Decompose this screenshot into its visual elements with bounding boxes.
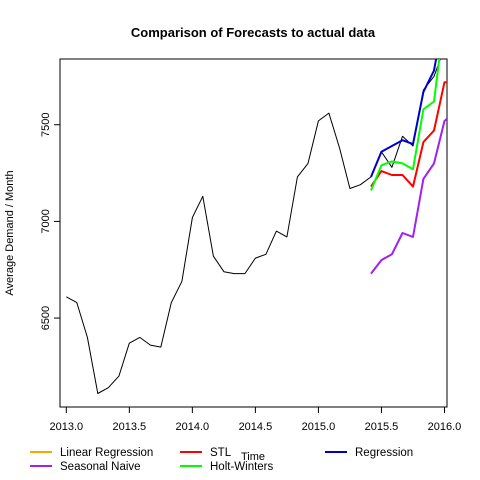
series-line-stl [370,81,447,188]
x-tick-label: 2015.0 [302,421,336,433]
x-tick-label: 2013.0 [49,421,83,433]
x-tick-label: 2015.5 [365,421,399,433]
series-line-holt-winters [370,59,441,191]
x-axis-label: Time [241,451,265,463]
series-line-seasonal-naive [370,118,447,275]
x-axis: 2013.0 2013.5 2014.0 2014.5 2015.0 2015.5 2016… [49,406,462,433]
y-axis-label: Average Demand / Month [4,170,16,295]
y-tick-label: 7500 [40,112,52,136]
series-line-actual [66,59,441,394]
legend-label: STL [210,447,232,459]
x-tick-label: 2016.0 [428,421,462,433]
x-tick-label: 2014.0 [176,421,210,433]
y-axis: 6500 7000 7500 [40,112,61,330]
series-layer [66,59,447,394]
chart-title: Comparison of Forecasts to actual data [131,25,376,40]
legend-label: Seasonal Naive [60,461,141,473]
legend: Linear Regression STL Regression Seasonal N… [30,447,413,473]
legend-label: Linear Regression [60,447,153,459]
y-tick-label: 7000 [40,209,52,233]
legend-label: Holt-Winters [210,461,274,473]
x-tick-label: 2014.5 [239,421,273,433]
legend-label: Regression [355,447,413,459]
x-tick-label: 2013.5 [113,421,147,433]
y-tick-label: 6500 [40,306,52,330]
plot-frame [59,58,448,408]
series-line-regression [370,59,438,178]
